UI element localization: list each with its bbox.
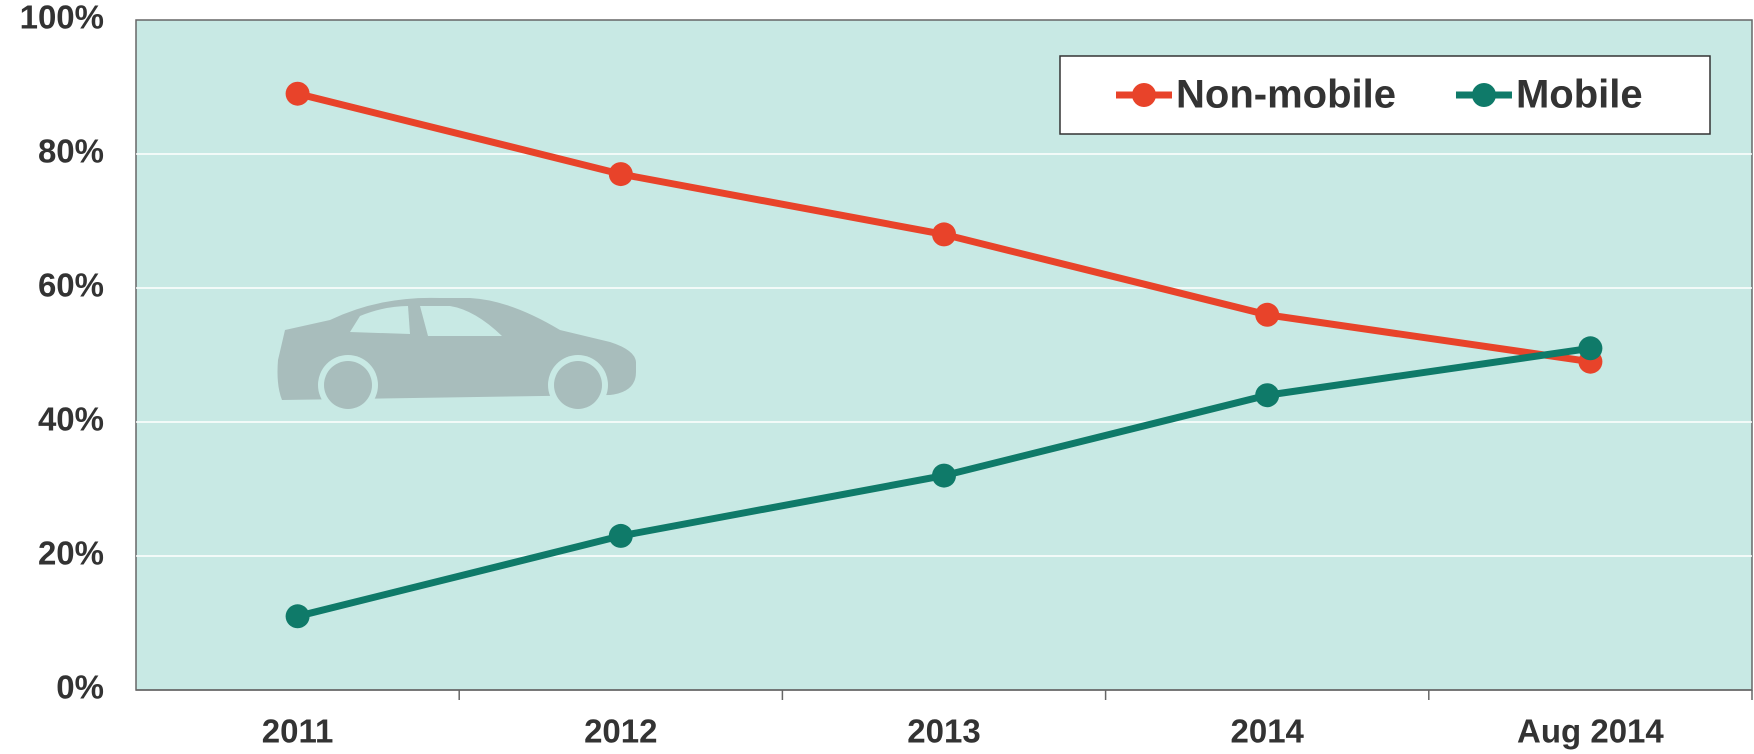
data-point xyxy=(932,464,956,488)
data-point xyxy=(286,604,310,628)
data-point xyxy=(286,82,310,106)
legend-marker xyxy=(1132,83,1156,107)
data-point xyxy=(609,524,633,548)
y-tick-label: 60% xyxy=(38,267,104,304)
y-tick-label: 40% xyxy=(38,401,104,438)
x-tick-label: 2012 xyxy=(584,713,657,750)
x-tick-label: 2011 xyxy=(262,713,334,750)
y-tick-label: 20% xyxy=(38,535,104,572)
legend-label: Mobile xyxy=(1516,73,1643,117)
data-point xyxy=(1255,303,1279,327)
data-point xyxy=(609,162,633,186)
x-tick-label: 2014 xyxy=(1230,713,1304,750)
legend-marker xyxy=(1472,83,1496,107)
legend-label: Non-mobile xyxy=(1176,73,1396,117)
data-point xyxy=(1255,383,1279,407)
y-tick-label: 0% xyxy=(56,669,104,706)
data-point xyxy=(932,222,956,246)
y-tick-label: 100% xyxy=(20,0,104,36)
x-tick-label: 2013 xyxy=(907,713,980,750)
chart: 0% 20% 40% 60% 80% 100% 2011 2012 2013 2014 Aug 20… xyxy=(0,0,1754,754)
x-tick-label: Aug 2014 xyxy=(1517,713,1664,750)
data-point xyxy=(1578,336,1602,360)
y-tick-label: 80% xyxy=(38,133,104,170)
